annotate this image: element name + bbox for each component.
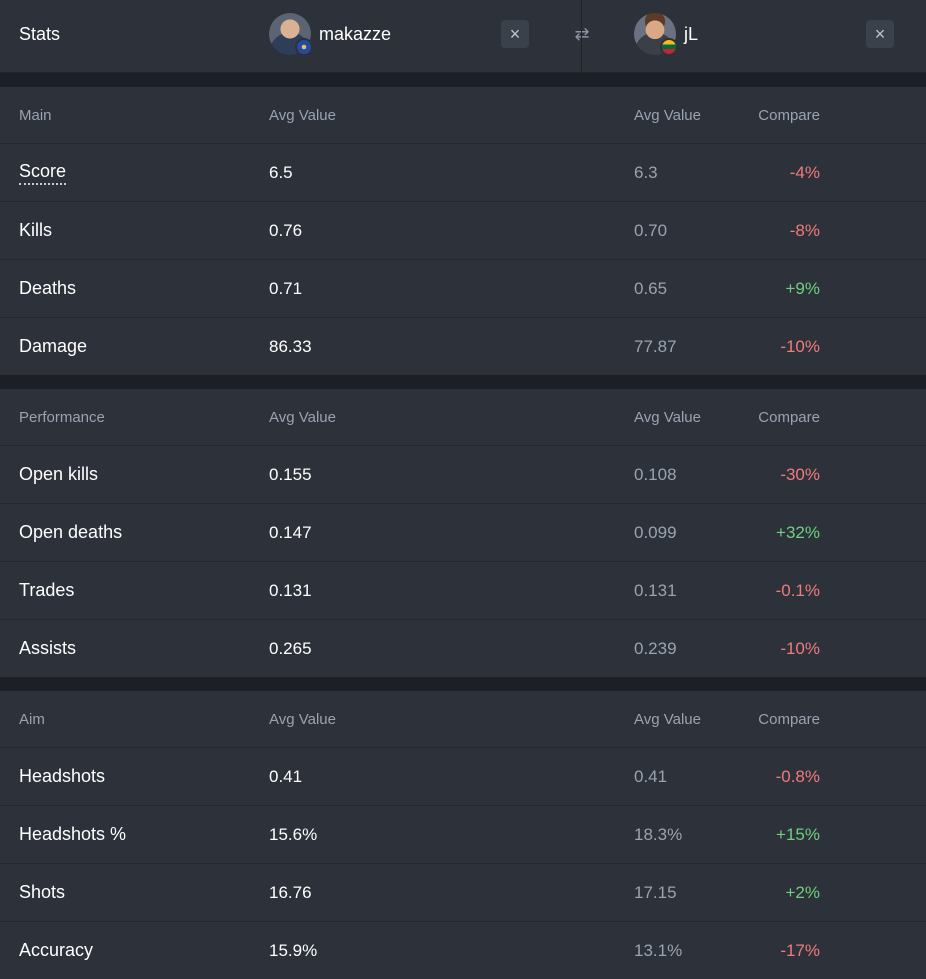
column-header-compare: Compare: [758, 408, 820, 426]
player-b-value: 17.15: [634, 882, 677, 902]
remove-player-a-button[interactable]: ×: [501, 20, 529, 48]
stat-row-headshots: Headshots 0.41 0.41 -0.8%: [0, 748, 926, 806]
stat-label-damage: Damage: [19, 336, 88, 356]
player-a-value: 0.76: [269, 220, 303, 240]
player-a-value: 0.147: [269, 522, 312, 542]
stat-row-open-deaths: Open deaths 0.147 0.099 +32%: [0, 504, 926, 562]
stat-label-headshots-percent: Headshots %: [19, 824, 127, 844]
player-b-value: 13.1%: [634, 940, 683, 960]
player-a-value: 0.131: [269, 580, 312, 600]
player-b[interactable]: jL: [634, 13, 699, 56]
column-header-compare: Compare: [758, 710, 820, 728]
stat-row-deaths: Deaths 0.71 0.65 +9%: [0, 260, 926, 318]
compare-value: -10%: [780, 336, 820, 356]
stat-label-open-deaths: Open deaths: [19, 522, 123, 542]
section-header-row: Aim Avg Value Avg Value Compare: [0, 691, 926, 748]
compare-value: -10%: [780, 638, 820, 658]
section-header-row: Performance Avg Value Avg Value Compare: [0, 389, 926, 446]
section-title: Aim: [19, 710, 45, 728]
player-b-name[interactable]: jL: [684, 23, 699, 44]
player-a-value: 0.155: [269, 464, 312, 484]
stat-label-accuracy: Accuracy: [19, 940, 94, 960]
column-header-player-b: Avg Value: [634, 106, 701, 124]
player-b-value: 0.108: [634, 464, 677, 484]
player-b-avatar: [634, 13, 678, 56]
stat-row-trades: Trades 0.131 0.131 -0.1%: [0, 562, 926, 620]
player-a-value: 86.33: [269, 336, 312, 356]
stat-row-headshots-percent: Headshots % 15.6% 18.3% +15%: [0, 806, 926, 864]
column-header-compare: Compare: [758, 106, 820, 124]
player-b-value: 0.131: [634, 580, 677, 600]
compare-value: -8%: [789, 220, 820, 240]
player-a-value: 6.5: [269, 162, 293, 182]
player-b-value: 6.3: [634, 162, 658, 182]
section-header-row: Main Avg Value Avg Value Compare: [0, 87, 926, 144]
column-header-player-a: Avg Value: [269, 408, 336, 426]
player-b-value: 0.70: [634, 220, 668, 240]
close-icon: ×: [509, 24, 521, 44]
compare-value: +15%: [776, 824, 820, 844]
page-title: Stats: [19, 24, 61, 44]
stats-section-aim: Aim Avg Value Avg Value Compare Headshot…: [0, 691, 926, 979]
header-divider: [581, 0, 582, 72]
remove-player-b-button[interactable]: ×: [866, 20, 894, 48]
stat-row-kills: Kills 0.76 0.70 -8%: [0, 202, 926, 260]
kosovo-flag-icon: [295, 38, 313, 56]
stat-label-score[interactable]: Score: [19, 161, 67, 185]
stat-row-assists: Assists 0.265 0.239 -10%: [0, 620, 926, 677]
compare-value: -0.8%: [775, 766, 820, 786]
compare-value: -0.1%: [775, 580, 820, 600]
section-title: Performance: [19, 408, 105, 426]
column-header-player-a: Avg Value: [269, 106, 336, 124]
stat-row-open-kills: Open kills 0.155 0.108 -30%: [0, 446, 926, 504]
player-a-value: 0.265: [269, 638, 312, 658]
section-title: Main: [19, 106, 52, 124]
compare-value: -30%: [780, 464, 820, 484]
compare-value: -4%: [789, 162, 820, 182]
player-b-value: 0.41: [634, 766, 668, 786]
stat-label-shots: Shots: [19, 882, 66, 902]
player-b-value: 18.3%: [634, 824, 683, 844]
player-b-value: 0.239: [634, 638, 677, 658]
player-b-value: 77.87: [634, 336, 677, 356]
player-b-value: 0.65: [634, 278, 668, 298]
compare-value: +9%: [785, 278, 821, 298]
comparison-header: Stats makazze × ⇄ jL ×: [0, 0, 926, 73]
player-a-value: 15.9%: [269, 940, 318, 960]
stat-label-assists: Assists: [19, 638, 77, 658]
player-b-value: 0.099: [634, 522, 677, 542]
stat-label-trades: Trades: [19, 580, 75, 600]
stat-row-score: Score 6.5 6.3 -4%: [0, 144, 926, 202]
close-icon: ×: [874, 24, 886, 44]
compare-value: -17%: [780, 940, 820, 960]
stat-label-deaths: Deaths: [19, 278, 77, 298]
column-header-player-b: Avg Value: [634, 408, 701, 426]
player-a-value: 16.76: [269, 882, 312, 902]
player-a-avatar: [269, 13, 313, 56]
player-a-name[interactable]: makazze: [319, 23, 392, 44]
column-header-player-b: Avg Value: [634, 710, 701, 728]
compare-value: +2%: [785, 882, 821, 902]
stat-row-accuracy: Accuracy 15.9% 13.1% -17%: [0, 922, 926, 979]
stats-section-main: Main Avg Value Avg Value Compare Score 6…: [0, 87, 926, 375]
swap-icon[interactable]: ⇄: [574, 24, 590, 44]
player-a-value: 15.6%: [269, 824, 318, 844]
stat-label-open-kills: Open kills: [19, 464, 99, 484]
stats-section-performance: Performance Avg Value Avg Value Compare …: [0, 389, 926, 677]
player-a-value: 0.41: [269, 766, 303, 786]
stat-label-kills: Kills: [19, 220, 53, 240]
stat-row-damage: Damage 86.33 77.87 -10%: [0, 318, 926, 375]
stat-label-headshots: Headshots: [19, 766, 106, 786]
compare-value: +32%: [776, 522, 820, 542]
player-a[interactable]: makazze: [269, 13, 392, 56]
player-a-value: 0.71: [269, 278, 303, 298]
column-header-player-a: Avg Value: [269, 710, 336, 728]
stat-row-shots: Shots 16.76 17.15 +2%: [0, 864, 926, 922]
lithuania-flag-icon: [660, 38, 678, 56]
